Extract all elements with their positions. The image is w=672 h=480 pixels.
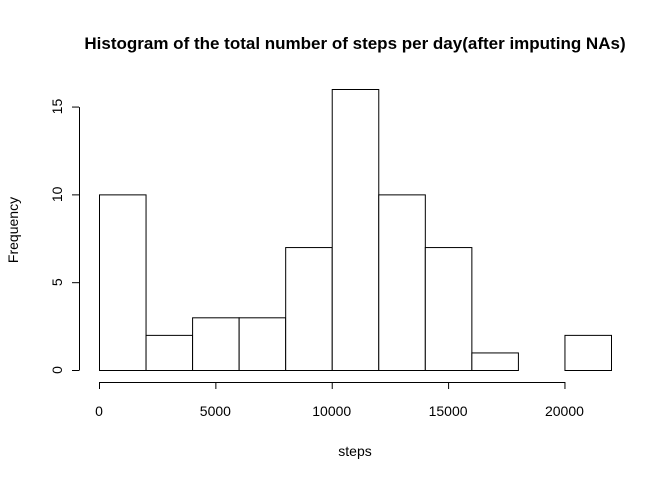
y-axis-label: Frequency	[5, 197, 21, 263]
histogram-bar	[564, 334, 612, 371]
x-axis: 0 5000 10000 15000 20000	[95, 382, 584, 419]
x-tick-label: 5000	[200, 403, 231, 419]
chart-title: Histogram of the total number of steps p…	[84, 34, 625, 53]
histogram-bar	[99, 194, 147, 371]
y-axis: 0 5 10 15	[49, 99, 80, 374]
histogram-bar	[424, 247, 473, 371]
histogram-bar	[285, 247, 333, 371]
histogram-bar	[471, 352, 519, 371]
histogram-bar	[378, 194, 426, 371]
histogram-bar	[238, 317, 287, 371]
x-tick-label: 10000	[312, 403, 351, 419]
x-tick-label: 15000	[429, 403, 468, 419]
histogram-bar	[192, 317, 240, 371]
x-axis-label: steps	[338, 443, 371, 459]
y-tick-label: 10	[49, 186, 65, 202]
histogram-bar	[145, 334, 194, 371]
x-tick-label: 0	[95, 403, 103, 419]
x-tick-label: 20000	[545, 403, 584, 419]
bars-group	[99, 89, 612, 371]
y-tick-label: 15	[49, 99, 65, 115]
y-tick-label: 5	[49, 278, 65, 286]
histogram-bar	[331, 89, 380, 371]
y-tick-label: 0	[49, 366, 65, 374]
